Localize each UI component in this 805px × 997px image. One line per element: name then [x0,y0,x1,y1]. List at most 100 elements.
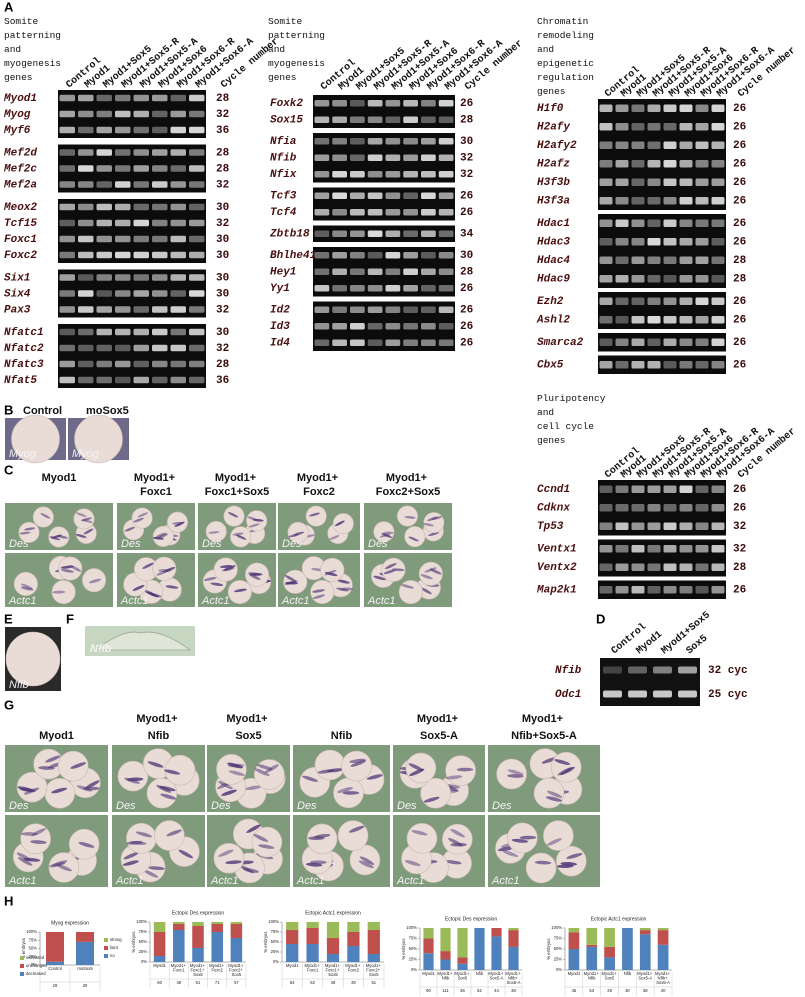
stain [143,869,159,878]
gel-band [385,306,401,314]
cycle-number: 26 [733,103,746,115]
gel-band [133,149,149,156]
gel-band [679,586,693,594]
gel-band [711,563,725,571]
gel-band [170,306,186,313]
photo-label: Des [121,538,141,550]
gel-band [403,99,418,107]
gel-band [615,563,629,571]
n-label: 36 [460,988,465,993]
stain [379,533,391,538]
cycle-number: 28 [733,274,747,286]
legend-swatch [104,946,108,950]
photo-label: Des [492,800,512,812]
stain [404,860,421,867]
stain [51,860,68,867]
gel-band [631,238,645,246]
gel-band [367,116,383,124]
legend-label: no [110,953,115,958]
stain [234,588,247,593]
gel-band [615,238,629,246]
gel-band [647,545,661,553]
stain [60,565,74,569]
n-label: 38 [643,988,648,993]
gel-band [152,306,168,313]
gel-band [189,94,205,102]
gel-band [711,297,725,305]
gel-band [711,178,725,186]
gel-band [367,99,383,107]
gel-band [438,116,454,124]
gel-band [152,126,168,134]
gel-band [367,284,383,292]
gene-label: Tcf4 [270,207,297,219]
gel-band [421,137,436,145]
gel-band [663,297,677,305]
cycle-number: 26 [460,98,473,110]
gel-band [170,274,186,281]
gel-band [96,219,112,227]
gene-label: Ventx2 [537,562,577,574]
bar-segment [286,930,299,944]
x-tick-label: Myod1+ Foxc1+ Sox5 [325,963,341,977]
gel-band [385,192,401,200]
stain [57,535,69,539]
gel-band [170,94,186,102]
photo-label: Nfib [9,679,29,691]
gel-band [78,306,94,313]
stain [123,852,139,860]
cycle-number: 26 [733,122,746,134]
bar-segment [286,944,299,962]
gel-band [403,322,418,330]
embryo [11,414,60,464]
gel-band [78,203,94,211]
bar-segment [153,956,166,962]
gel-band [332,339,347,347]
stain [61,569,74,573]
gel-band [170,290,186,297]
gel-band [115,251,131,259]
gel-band [421,306,436,314]
gel-band [115,165,131,172]
gel-band [152,165,168,172]
gel-band [78,290,94,297]
gel-band [679,160,693,168]
gel-band [421,322,436,330]
column-title: moSox5 [86,405,129,417]
gel-band [599,219,613,227]
column-title: Myod1+ Foxc1+Sox5 [205,472,270,498]
stain [423,796,440,803]
cycle-number: 26 [733,315,746,327]
y-tick-label: 100% [26,929,37,934]
stain [534,860,552,865]
photo-label: Nfib [90,643,112,655]
cycle-number: 28 [460,267,474,279]
n-label: 53 [589,988,594,993]
tissue [93,631,192,651]
gel-band [385,230,401,238]
stain [545,796,562,802]
gene-label: H2afy2 [537,140,577,152]
gene-label: Odc1 [555,689,581,701]
gel-band [421,284,436,292]
stain [456,767,474,772]
stain [163,567,176,573]
gel-band [170,376,186,384]
stain [566,853,583,859]
gel-band [189,165,205,172]
y-tick-label: 0% [141,959,147,964]
stain [228,770,245,776]
gel-band [647,219,661,227]
stain [445,775,463,780]
y-tick-label: 25% [29,954,38,959]
gel-band [603,666,622,674]
n-label: 48 [331,980,336,985]
stain [556,864,574,869]
gel-band [367,322,383,330]
gel-band [663,586,677,594]
gel-band [695,141,709,149]
gel-band [438,208,454,216]
gel-band [133,203,149,211]
cycle-number: 26 [460,321,473,333]
